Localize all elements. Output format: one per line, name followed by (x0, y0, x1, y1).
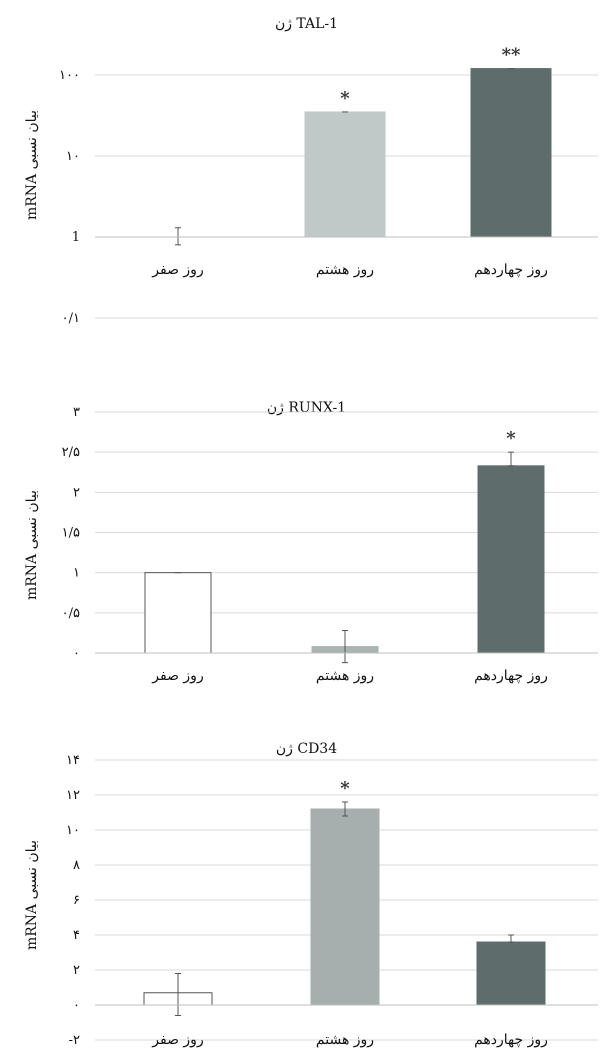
x-category-label: روز صفر (151, 262, 203, 278)
chart-title: ژن RUNX-1 (267, 400, 346, 416)
y-tick-label: ۰ (73, 998, 80, 1013)
y-tick-label: ۸ (73, 858, 80, 873)
y-tick-label: ۰ (73, 646, 80, 661)
y-tick-label: ۱۴ (66, 753, 80, 768)
x-category-label: روز چهاردهم (474, 1032, 548, 1048)
x-category-label: روز هشتم (316, 1032, 374, 1048)
significance-annotation: * (340, 778, 350, 799)
y-tick-label: 1 (72, 230, 80, 245)
bar (304, 111, 386, 238)
y-tick-label: ۰/۱ (62, 311, 80, 326)
y-tick-label: ۲/۵ (62, 445, 80, 460)
chart-title: ژن CD34 (276, 741, 337, 757)
significance-annotation: * (340, 88, 350, 109)
x-category-label: روز هشتم (316, 668, 374, 684)
y-axis-label: mRNA بیان نسبی (24, 840, 40, 950)
bar (310, 808, 380, 1006)
x-category-label: روز هشتم (316, 262, 374, 278)
bar (144, 572, 212, 654)
significance-annotation: ** (502, 45, 521, 66)
y-tick-label: ۱ (73, 566, 80, 581)
y-axis-label: mRNA بیان نسبی (24, 490, 40, 600)
x-category-label: روز چهاردهم (474, 262, 548, 278)
x-category-label: روز صفر (151, 1032, 203, 1048)
x-category-label: روز صفر (151, 668, 203, 684)
y-tick-label: ۲ (73, 963, 80, 978)
y-tick-label: ۶ (73, 893, 80, 908)
y-tick-label: ۴ (73, 928, 80, 943)
chart-title: ژن TAL-1 (275, 16, 338, 32)
y-tick-label: ۰/۵ (62, 606, 80, 621)
significance-annotation: * (506, 428, 516, 449)
y-tick-label: ۱۰۰ (59, 68, 80, 83)
bar (476, 941, 546, 1006)
y-tick-label: ۲ (73, 485, 80, 500)
bar (477, 465, 545, 654)
y-tick-label: ۱/۵ (62, 526, 80, 541)
y-tick-label: ۱۰ (66, 149, 80, 164)
y-tick-label: ۱۰ (66, 823, 80, 838)
x-category-label: روز چهاردهم (474, 668, 548, 684)
y-axis-label: mRNA بیان نسبی (24, 110, 40, 220)
y-tick-label: ۱۲ (66, 788, 80, 803)
y-tick-label: ۳ (73, 405, 80, 420)
y-tick-label: -۲ (69, 1033, 80, 1048)
bar (470, 68, 552, 238)
